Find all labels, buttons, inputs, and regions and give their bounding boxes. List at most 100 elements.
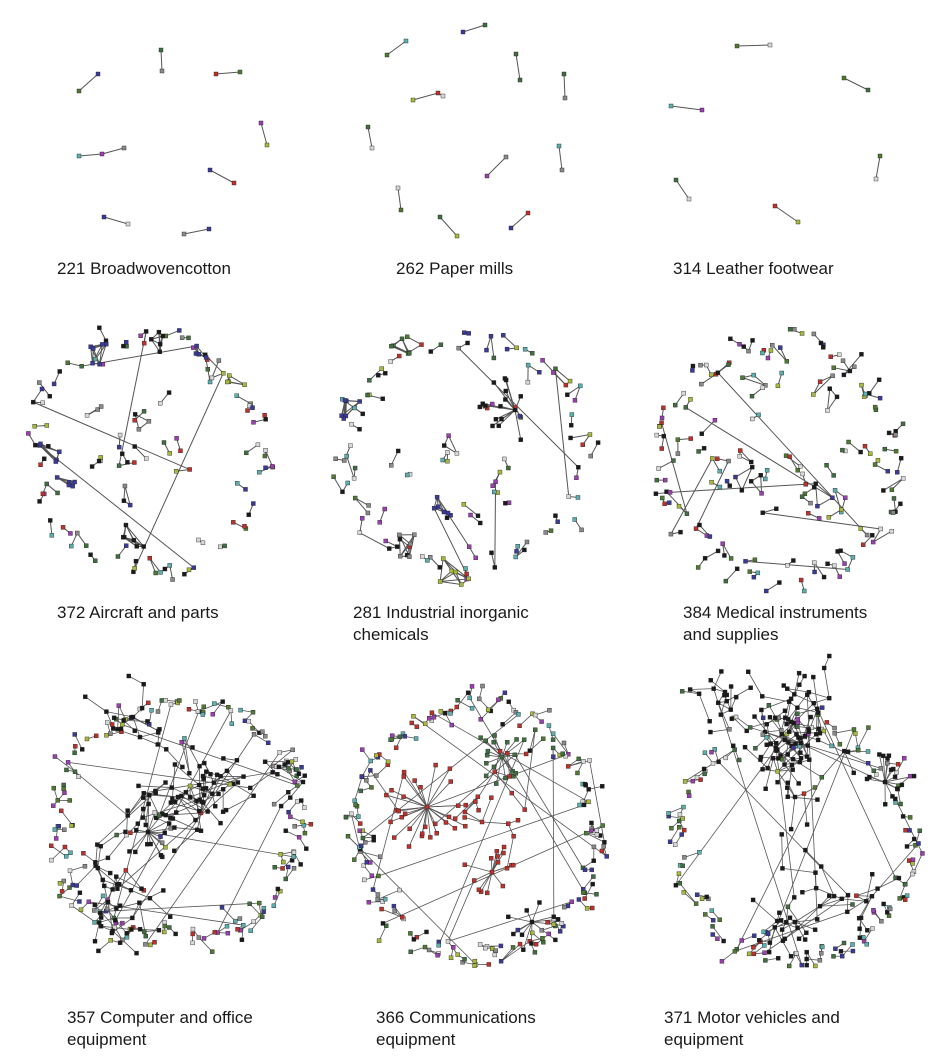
network-node xyxy=(163,845,168,850)
network-node xyxy=(200,712,206,717)
network-edge xyxy=(506,753,510,777)
network-node xyxy=(477,696,482,702)
network-node xyxy=(590,881,595,887)
network-node xyxy=(70,483,75,489)
network-edge xyxy=(141,684,145,709)
network-node xyxy=(123,868,129,873)
network-node xyxy=(73,744,78,749)
network-node xyxy=(521,737,527,742)
network-node xyxy=(501,844,507,850)
network-node xyxy=(251,793,256,799)
network-node xyxy=(179,793,184,799)
network-node xyxy=(104,709,109,714)
network-node xyxy=(364,778,369,783)
caption-384: 384 Medical instruments and supplies xyxy=(683,602,867,646)
network-node xyxy=(910,861,915,866)
network-node xyxy=(59,889,65,894)
network-edge xyxy=(856,895,873,897)
network-node xyxy=(671,458,676,463)
network-node xyxy=(589,820,594,826)
network-node xyxy=(98,455,104,460)
network-node xyxy=(764,735,769,740)
network-node xyxy=(533,942,539,947)
network-node xyxy=(401,774,406,779)
network-node xyxy=(656,466,661,471)
network-node xyxy=(134,950,139,956)
network-node xyxy=(812,560,817,565)
network-node xyxy=(278,803,284,809)
network-node xyxy=(118,726,124,732)
network-node xyxy=(745,669,751,675)
network-edge xyxy=(896,757,905,773)
network-edge xyxy=(439,558,444,582)
network-node xyxy=(423,721,428,727)
network-node xyxy=(490,423,495,429)
network-node xyxy=(462,809,468,815)
network-node xyxy=(900,421,906,427)
network-node xyxy=(443,711,448,716)
network-node xyxy=(578,383,583,389)
network-node xyxy=(368,758,373,764)
network-node xyxy=(752,933,757,938)
network-edge xyxy=(463,503,479,517)
network-node xyxy=(791,745,796,750)
network-node xyxy=(681,804,686,810)
network-panel-384 xyxy=(640,315,920,595)
network-node xyxy=(295,799,300,804)
network-edge xyxy=(57,476,75,483)
network-node xyxy=(850,942,855,947)
network-edge xyxy=(149,557,161,573)
network-edge xyxy=(165,749,183,768)
network-node xyxy=(129,715,135,720)
network-node xyxy=(666,811,671,816)
network-node xyxy=(759,707,764,713)
network-node xyxy=(750,897,756,903)
network-node xyxy=(786,963,792,969)
network-node xyxy=(143,822,149,828)
network-node xyxy=(787,454,792,459)
network-node xyxy=(291,866,297,871)
network-node xyxy=(397,532,402,538)
network-node xyxy=(702,771,707,777)
network-edge xyxy=(114,710,232,921)
network-edge xyxy=(138,785,172,788)
network-node xyxy=(370,887,376,892)
network-node xyxy=(669,825,674,831)
network-edge xyxy=(684,749,735,782)
network-edge xyxy=(669,826,680,843)
network-node xyxy=(437,214,443,220)
network-edge xyxy=(514,754,584,869)
network-node xyxy=(572,517,577,522)
network-edge xyxy=(792,758,823,778)
network-node xyxy=(262,733,268,739)
network-node xyxy=(842,748,847,754)
network-node xyxy=(26,431,31,436)
network-edge xyxy=(535,709,550,716)
network-node xyxy=(847,368,853,374)
network-node xyxy=(827,695,832,701)
network-node xyxy=(796,781,801,786)
network-node xyxy=(539,928,544,933)
network-node xyxy=(708,678,713,683)
network-node xyxy=(155,742,160,747)
network-node xyxy=(677,818,682,824)
network-edge xyxy=(882,755,886,783)
network-node xyxy=(435,504,441,509)
network-node xyxy=(537,370,542,375)
network-node xyxy=(776,956,781,961)
network-node xyxy=(472,963,477,968)
network-node xyxy=(291,850,297,855)
network-node xyxy=(497,469,503,475)
network-node xyxy=(591,858,596,863)
network-edge xyxy=(701,373,717,385)
network-node xyxy=(762,950,767,955)
network-node xyxy=(827,653,832,659)
network-node xyxy=(149,708,154,713)
network-node xyxy=(808,714,813,720)
network-node xyxy=(559,167,565,173)
network-node xyxy=(128,830,133,835)
network-edge xyxy=(447,901,572,942)
network-edge xyxy=(823,667,830,699)
network-node xyxy=(837,742,843,747)
network-node xyxy=(569,899,574,904)
